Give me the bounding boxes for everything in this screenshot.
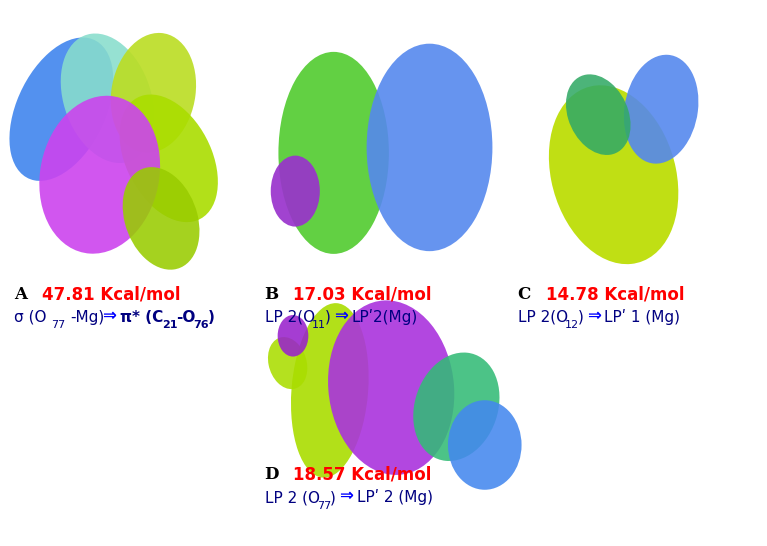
Text: 18.57 Kcal/mol: 18.57 Kcal/mol xyxy=(293,465,431,483)
Text: ⇒: ⇒ xyxy=(587,307,601,325)
Text: 76: 76 xyxy=(193,321,209,330)
Text: D: D xyxy=(265,466,279,483)
Text: 77: 77 xyxy=(318,501,332,511)
Ellipse shape xyxy=(566,74,630,155)
Text: ): ) xyxy=(324,310,331,325)
Text: ⇒: ⇒ xyxy=(334,307,347,325)
Ellipse shape xyxy=(268,337,308,389)
Text: LPʹ 1 (Mg): LPʹ 1 (Mg) xyxy=(604,309,680,325)
Ellipse shape xyxy=(328,300,454,475)
Text: LPʹ2(Mg): LPʹ2(Mg) xyxy=(351,309,417,325)
Text: ⇒: ⇒ xyxy=(102,307,116,325)
Text: π* (C: π* (C xyxy=(120,310,163,325)
Ellipse shape xyxy=(9,38,114,181)
Text: A: A xyxy=(14,286,27,303)
Ellipse shape xyxy=(624,55,699,164)
Text: -O: -O xyxy=(176,310,196,325)
Ellipse shape xyxy=(278,315,308,357)
Ellipse shape xyxy=(110,33,196,153)
Ellipse shape xyxy=(367,44,492,251)
Ellipse shape xyxy=(123,167,199,270)
Text: -Mg): -Mg) xyxy=(70,310,104,325)
Text: C: C xyxy=(518,286,531,303)
Text: 77: 77 xyxy=(51,321,65,330)
Ellipse shape xyxy=(120,94,218,222)
Ellipse shape xyxy=(39,96,160,254)
Ellipse shape xyxy=(413,353,499,461)
Text: ): ) xyxy=(208,310,215,325)
Text: 12: 12 xyxy=(565,321,579,330)
Text: LP 2(O: LP 2(O xyxy=(518,310,568,325)
Text: ⇒: ⇒ xyxy=(339,487,353,505)
Ellipse shape xyxy=(61,33,154,163)
Text: ): ) xyxy=(330,490,336,505)
Text: LP 2(O: LP 2(O xyxy=(265,310,314,325)
Text: 17.03 Kcal/mol: 17.03 Kcal/mol xyxy=(293,285,432,303)
Text: ): ) xyxy=(578,310,584,325)
Ellipse shape xyxy=(271,156,320,227)
Text: 47.81 Kcal/mol: 47.81 Kcal/mol xyxy=(42,285,181,303)
Text: B: B xyxy=(265,286,278,303)
Ellipse shape xyxy=(448,400,522,490)
Ellipse shape xyxy=(278,52,389,254)
Text: LP 2 (O: LP 2 (O xyxy=(265,490,320,505)
Text: 11: 11 xyxy=(312,321,326,330)
Ellipse shape xyxy=(291,303,369,478)
Text: 14.78 Kcal/mol: 14.78 Kcal/mol xyxy=(546,285,685,303)
Ellipse shape xyxy=(549,85,678,264)
Text: LPʹ 2 (Mg): LPʹ 2 (Mg) xyxy=(357,489,433,505)
Text: 21: 21 xyxy=(162,321,177,330)
Text: σ (O: σ (O xyxy=(14,310,46,325)
